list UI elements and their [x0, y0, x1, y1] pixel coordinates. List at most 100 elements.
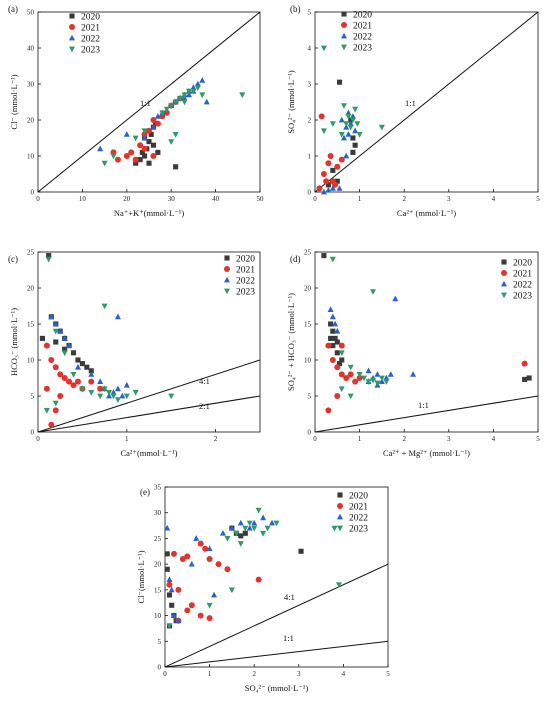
y-axis-label: Cl⁻(mmol·L⁻¹) [136, 550, 146, 603]
data-point-2021 [224, 566, 231, 573]
data-point-2023 [335, 582, 342, 589]
data-point-2021 [43, 342, 50, 349]
ref-line-label: 1:1 [418, 400, 429, 410]
data-point-2022 [123, 131, 130, 137]
data-point-2022 [340, 134, 347, 141]
data-point-2021 [188, 602, 195, 609]
data-point-2021 [197, 612, 204, 619]
data-point-2022 [347, 120, 354, 126]
data-point-2022 [114, 385, 121, 392]
y-tick-label: 0 [308, 429, 312, 437]
data-point-2023 [52, 400, 59, 407]
data-point-2020 [39, 335, 45, 341]
ref-line-label: 2:1 [199, 401, 210, 411]
data-point-2023 [123, 393, 130, 400]
y-tick-label: 15 [27, 321, 35, 329]
data-point-2021 [338, 156, 345, 163]
legend-label: 2023 [81, 46, 100, 56]
panel-label: (e) [140, 487, 150, 497]
ref-line-4-1 [165, 563, 388, 667]
legend-label: 2021 [236, 266, 255, 276]
data-point-2022 [203, 98, 210, 105]
legend-label: 2023 [353, 44, 372, 54]
data-point-2023 [338, 386, 345, 393]
data-point-2023 [361, 375, 368, 382]
legend-label: 2022 [236, 277, 255, 287]
data-point-2020 [79, 361, 85, 367]
data-point-2020 [321, 253, 327, 259]
x-tick-label: 0 [313, 435, 317, 443]
data-point-2023 [141, 128, 148, 135]
x-axis-label: Ca²⁺ (mmol·L⁻¹) [397, 208, 456, 218]
data-point-2021 [97, 385, 104, 392]
data-point-2021 [74, 378, 81, 385]
legend-label: 2022 [513, 281, 532, 291]
legend-marker-2021 [341, 22, 347, 28]
y-axis-label: Cl⁻ (mmol·L⁻¹) [9, 74, 19, 129]
data-point-2021 [66, 378, 73, 385]
data-point-2023 [185, 88, 192, 95]
data-point-2023 [61, 350, 68, 357]
data-point-2023 [356, 372, 363, 378]
data-point-2021 [166, 581, 173, 588]
y-tick-label: 20 [27, 117, 35, 125]
data-point-2020 [352, 142, 358, 148]
panel-label: (d) [290, 254, 301, 264]
data-point-2020 [325, 182, 331, 188]
data-point-2020 [148, 131, 154, 137]
x-tick-label: 3 [447, 435, 451, 443]
x-tick-label: 1 [208, 670, 212, 678]
data-point-2020 [164, 566, 170, 572]
data-point-2023 [101, 160, 108, 167]
data-point-2020 [339, 357, 345, 363]
data-point-2022 [88, 371, 95, 377]
data-point-2020 [169, 602, 175, 608]
data-point-2021 [325, 342, 332, 349]
data-point-2022 [194, 80, 201, 87]
legend-label: 2023 [513, 292, 532, 302]
data-point-2021 [334, 364, 341, 371]
y-tick-label: 10 [304, 357, 312, 365]
legend-marker-2022 [224, 276, 230, 283]
data-point-2023 [172, 132, 179, 138]
data-point-2021 [206, 556, 213, 562]
data-point-2022 [211, 591, 218, 598]
data-point-2021 [52, 364, 59, 371]
data-point-2021 [114, 156, 121, 163]
data-point-2022 [237, 519, 244, 526]
data-point-2023 [255, 507, 262, 514]
legend-marker-2020 [69, 13, 75, 19]
data-point-2023 [329, 256, 336, 263]
data-point-2020 [330, 328, 336, 334]
data-point-2022 [392, 295, 399, 302]
y-tick-label: 0 [308, 189, 312, 197]
x-tick-label: 10 [79, 195, 87, 203]
data-point-2021 [521, 360, 528, 367]
data-point-2023 [378, 124, 385, 131]
data-point-2020 [298, 548, 304, 554]
data-point-2021 [163, 109, 170, 116]
data-point-2022 [119, 392, 126, 399]
data-point-2022 [260, 514, 267, 521]
legend-marker-2021 [337, 503, 343, 509]
y-tick-label: 4 [308, 45, 312, 53]
y-tick-label: 5 [308, 393, 312, 401]
data-point-2020 [150, 142, 156, 148]
data-point-2022 [338, 116, 345, 123]
legend-marker-2023 [341, 44, 347, 51]
data-point-2023 [224, 536, 231, 542]
data-point-2021 [61, 375, 68, 381]
data-point-2021 [318, 113, 325, 120]
data-point-2020 [137, 157, 143, 163]
x-tick-label: 1 [125, 435, 129, 443]
data-point-2023 [43, 408, 50, 414]
data-point-2021 [175, 586, 182, 593]
data-point-2020 [142, 153, 148, 159]
panel-label: (a) [8, 4, 18, 14]
legend-label: 2020 [236, 255, 255, 265]
legend-label: 2020 [353, 11, 372, 21]
legend-label: 2020 [81, 13, 100, 23]
